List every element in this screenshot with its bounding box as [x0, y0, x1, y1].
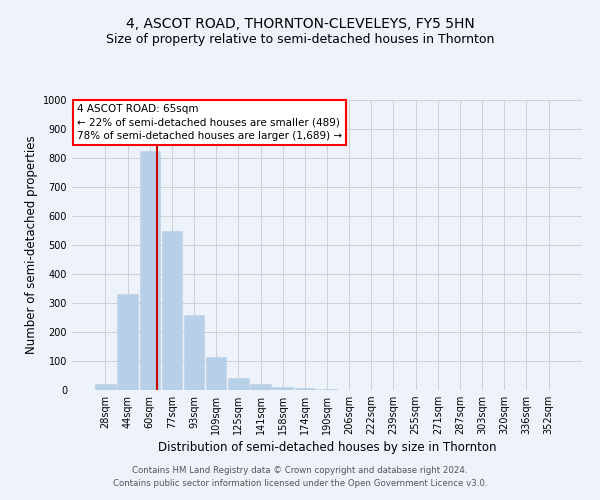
Bar	[95, 384, 116, 390]
Text: 4 ASCOT ROAD: 65sqm
← 22% of semi-detached houses are smaller (489)
78% of semi-: 4 ASCOT ROAD: 65sqm ← 22% of semi-detach…	[77, 104, 342, 141]
Bar	[140, 151, 160, 390]
Bar	[272, 387, 293, 390]
Text: Size of property relative to semi-detached houses in Thornton: Size of property relative to semi-detach…	[106, 32, 494, 46]
Bar	[295, 388, 315, 390]
Text: Distribution of semi-detached houses by size in Thornton: Distribution of semi-detached houses by …	[158, 441, 496, 454]
Bar	[317, 389, 337, 390]
Text: 4, ASCOT ROAD, THORNTON-CLEVELEYS, FY5 5HN: 4, ASCOT ROAD, THORNTON-CLEVELEYS, FY5 5…	[125, 18, 475, 32]
Bar	[206, 356, 226, 390]
Bar	[161, 230, 182, 390]
Bar	[118, 294, 138, 390]
Y-axis label: Number of semi-detached properties: Number of semi-detached properties	[25, 136, 38, 354]
Bar	[228, 378, 248, 390]
Bar	[250, 384, 271, 390]
Bar	[184, 314, 204, 390]
Text: Contains HM Land Registry data © Crown copyright and database right 2024.
Contai: Contains HM Land Registry data © Crown c…	[113, 466, 487, 487]
